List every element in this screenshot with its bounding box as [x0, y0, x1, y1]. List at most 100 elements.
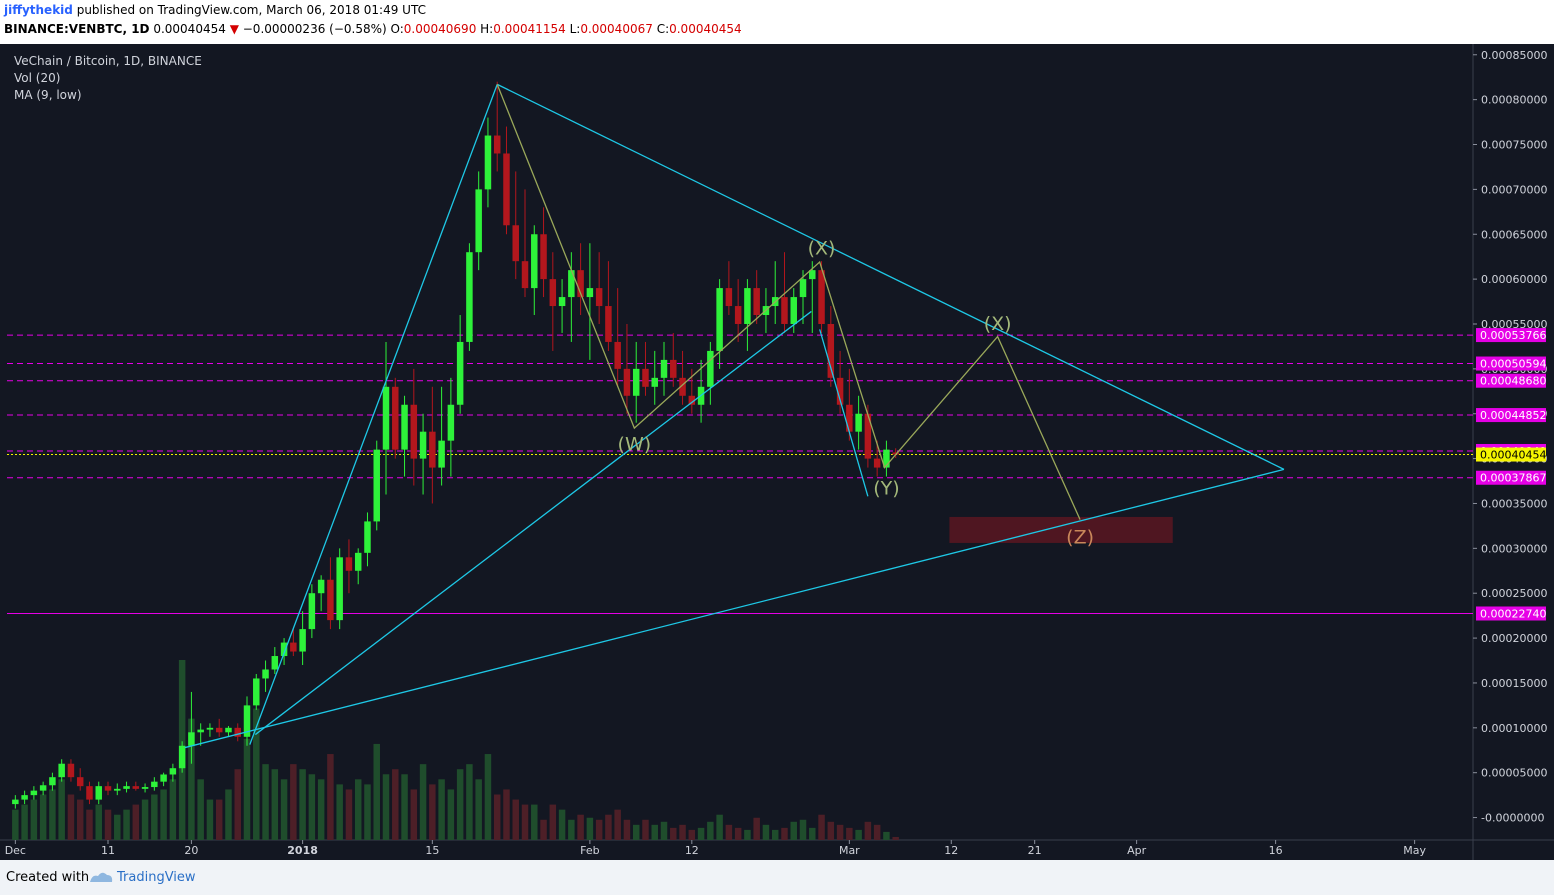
candle-body — [382, 386, 390, 450]
candle-body — [679, 377, 686, 396]
x-tick-label: Mar — [839, 844, 860, 857]
volume-bar — [521, 804, 529, 840]
candle-body — [364, 521, 371, 553]
candle-body — [299, 629, 306, 652]
volume-bar — [725, 824, 733, 840]
low: 0.00040067 — [580, 22, 653, 36]
y-tick-label: 0.00070000 — [1481, 183, 1547, 196]
candle-body — [123, 786, 130, 789]
volume-bar — [49, 789, 56, 840]
x-tick-label: Dec — [5, 844, 26, 857]
y-tick-label: 0.00010000 — [1481, 722, 1547, 735]
candle-body — [95, 786, 102, 800]
open: 0.00040690 — [403, 22, 477, 36]
volume-bar — [280, 779, 288, 840]
candle-body — [790, 297, 797, 324]
volume-bar — [799, 819, 807, 840]
candle-body — [197, 729, 204, 733]
volume-bar — [114, 814, 121, 840]
volume-bar — [771, 829, 779, 840]
candle-body — [373, 449, 380, 522]
last: 0.00040454 — [153, 22, 226, 36]
footer: Created with TradingView — [0, 860, 1554, 895]
candle-body — [855, 413, 862, 432]
candle-body — [707, 350, 714, 387]
candle-body — [114, 788, 121, 791]
volume-bar — [392, 769, 399, 840]
published: published on TradingView.com, March 06, … — [76, 3, 426, 17]
x-tick-label: May — [1403, 844, 1426, 857]
level-tag — [1476, 447, 1546, 462]
volume-bar — [123, 809, 130, 840]
level-tag — [1476, 373, 1546, 388]
level-tag — [1476, 408, 1546, 423]
candle-body — [76, 777, 84, 787]
candle-body — [827, 323, 835, 378]
candle-body — [234, 727, 241, 737]
target-zone — [949, 516, 1173, 543]
volume-bar — [132, 804, 140, 840]
volume-bar — [354, 779, 362, 840]
y-tick-label: 0.00015000 — [1481, 677, 1547, 690]
candle-body — [809, 270, 816, 280]
volume-bar — [762, 824, 770, 840]
volume-bar — [308, 774, 316, 840]
candle-body — [290, 642, 297, 652]
candle-body — [781, 297, 788, 324]
volume-bar — [883, 831, 890, 840]
volume-bar — [744, 829, 751, 840]
author[interactable]: jiffythekid — [4, 3, 73, 17]
volume-bar — [253, 708, 260, 840]
level-tag — [1476, 328, 1546, 343]
x-tick-label: 12 — [685, 844, 699, 857]
candle-body — [317, 579, 325, 594]
candle-body — [540, 234, 547, 280]
volume-bar — [586, 817, 594, 840]
candle-body — [354, 552, 362, 571]
candle-body — [595, 288, 603, 307]
volume-bar — [531, 804, 538, 840]
candle-body — [734, 306, 742, 324]
level-tag — [1476, 606, 1546, 621]
candle-body — [151, 781, 158, 788]
candle-body — [225, 727, 232, 733]
level-tag-label: 0.00040454 — [1480, 449, 1546, 462]
x-tick-label: 21 — [1028, 844, 1042, 857]
y-tick-label: 0.00005000 — [1481, 767, 1547, 780]
candle-body — [86, 786, 93, 800]
volume-bar — [262, 764, 269, 840]
volume-bar — [317, 779, 325, 840]
volume-bar — [697, 827, 705, 840]
quote-line: BINANCE:VENBTC, 1D 0.00040454 ▼ −0.00000… — [4, 22, 742, 36]
volume-bar — [623, 819, 631, 840]
candle-body — [846, 404, 853, 432]
volume-bar — [197, 779, 204, 840]
volume-bar — [809, 827, 816, 840]
volume-bar — [271, 769, 279, 840]
volume-bar — [642, 819, 649, 840]
candle-body — [253, 678, 260, 706]
level-tag-label: 0.00037867 — [1480, 472, 1546, 485]
change: −0.00000236 (−0.58%) — [242, 22, 387, 36]
candle-body — [410, 404, 418, 459]
candle-body — [873, 458, 881, 468]
candle-body — [49, 777, 56, 786]
volume-bar — [67, 794, 75, 840]
candle-body — [438, 440, 445, 468]
candle-body — [308, 593, 316, 630]
candle-body — [503, 153, 510, 226]
publish-line: jiffythekid published on TradingView.com… — [4, 3, 426, 17]
volume-bar — [707, 821, 714, 840]
legend-entry: Vol (20) — [14, 71, 60, 85]
volume-bar — [855, 829, 862, 840]
candle-body — [39, 785, 47, 791]
volume-bar — [410, 789, 418, 840]
plot-area: (W) (X) (Y) (X) (Z) — [7, 81, 1473, 840]
candle-body — [169, 768, 177, 775]
candle-body — [605, 306, 612, 342]
header: jiffythekid published on TradingView.com… — [0, 0, 1554, 44]
brand[interactable]: TradingView — [117, 870, 196, 885]
candle-body — [21, 795, 28, 800]
candle-body — [58, 763, 65, 778]
candle-body — [475, 189, 482, 253]
